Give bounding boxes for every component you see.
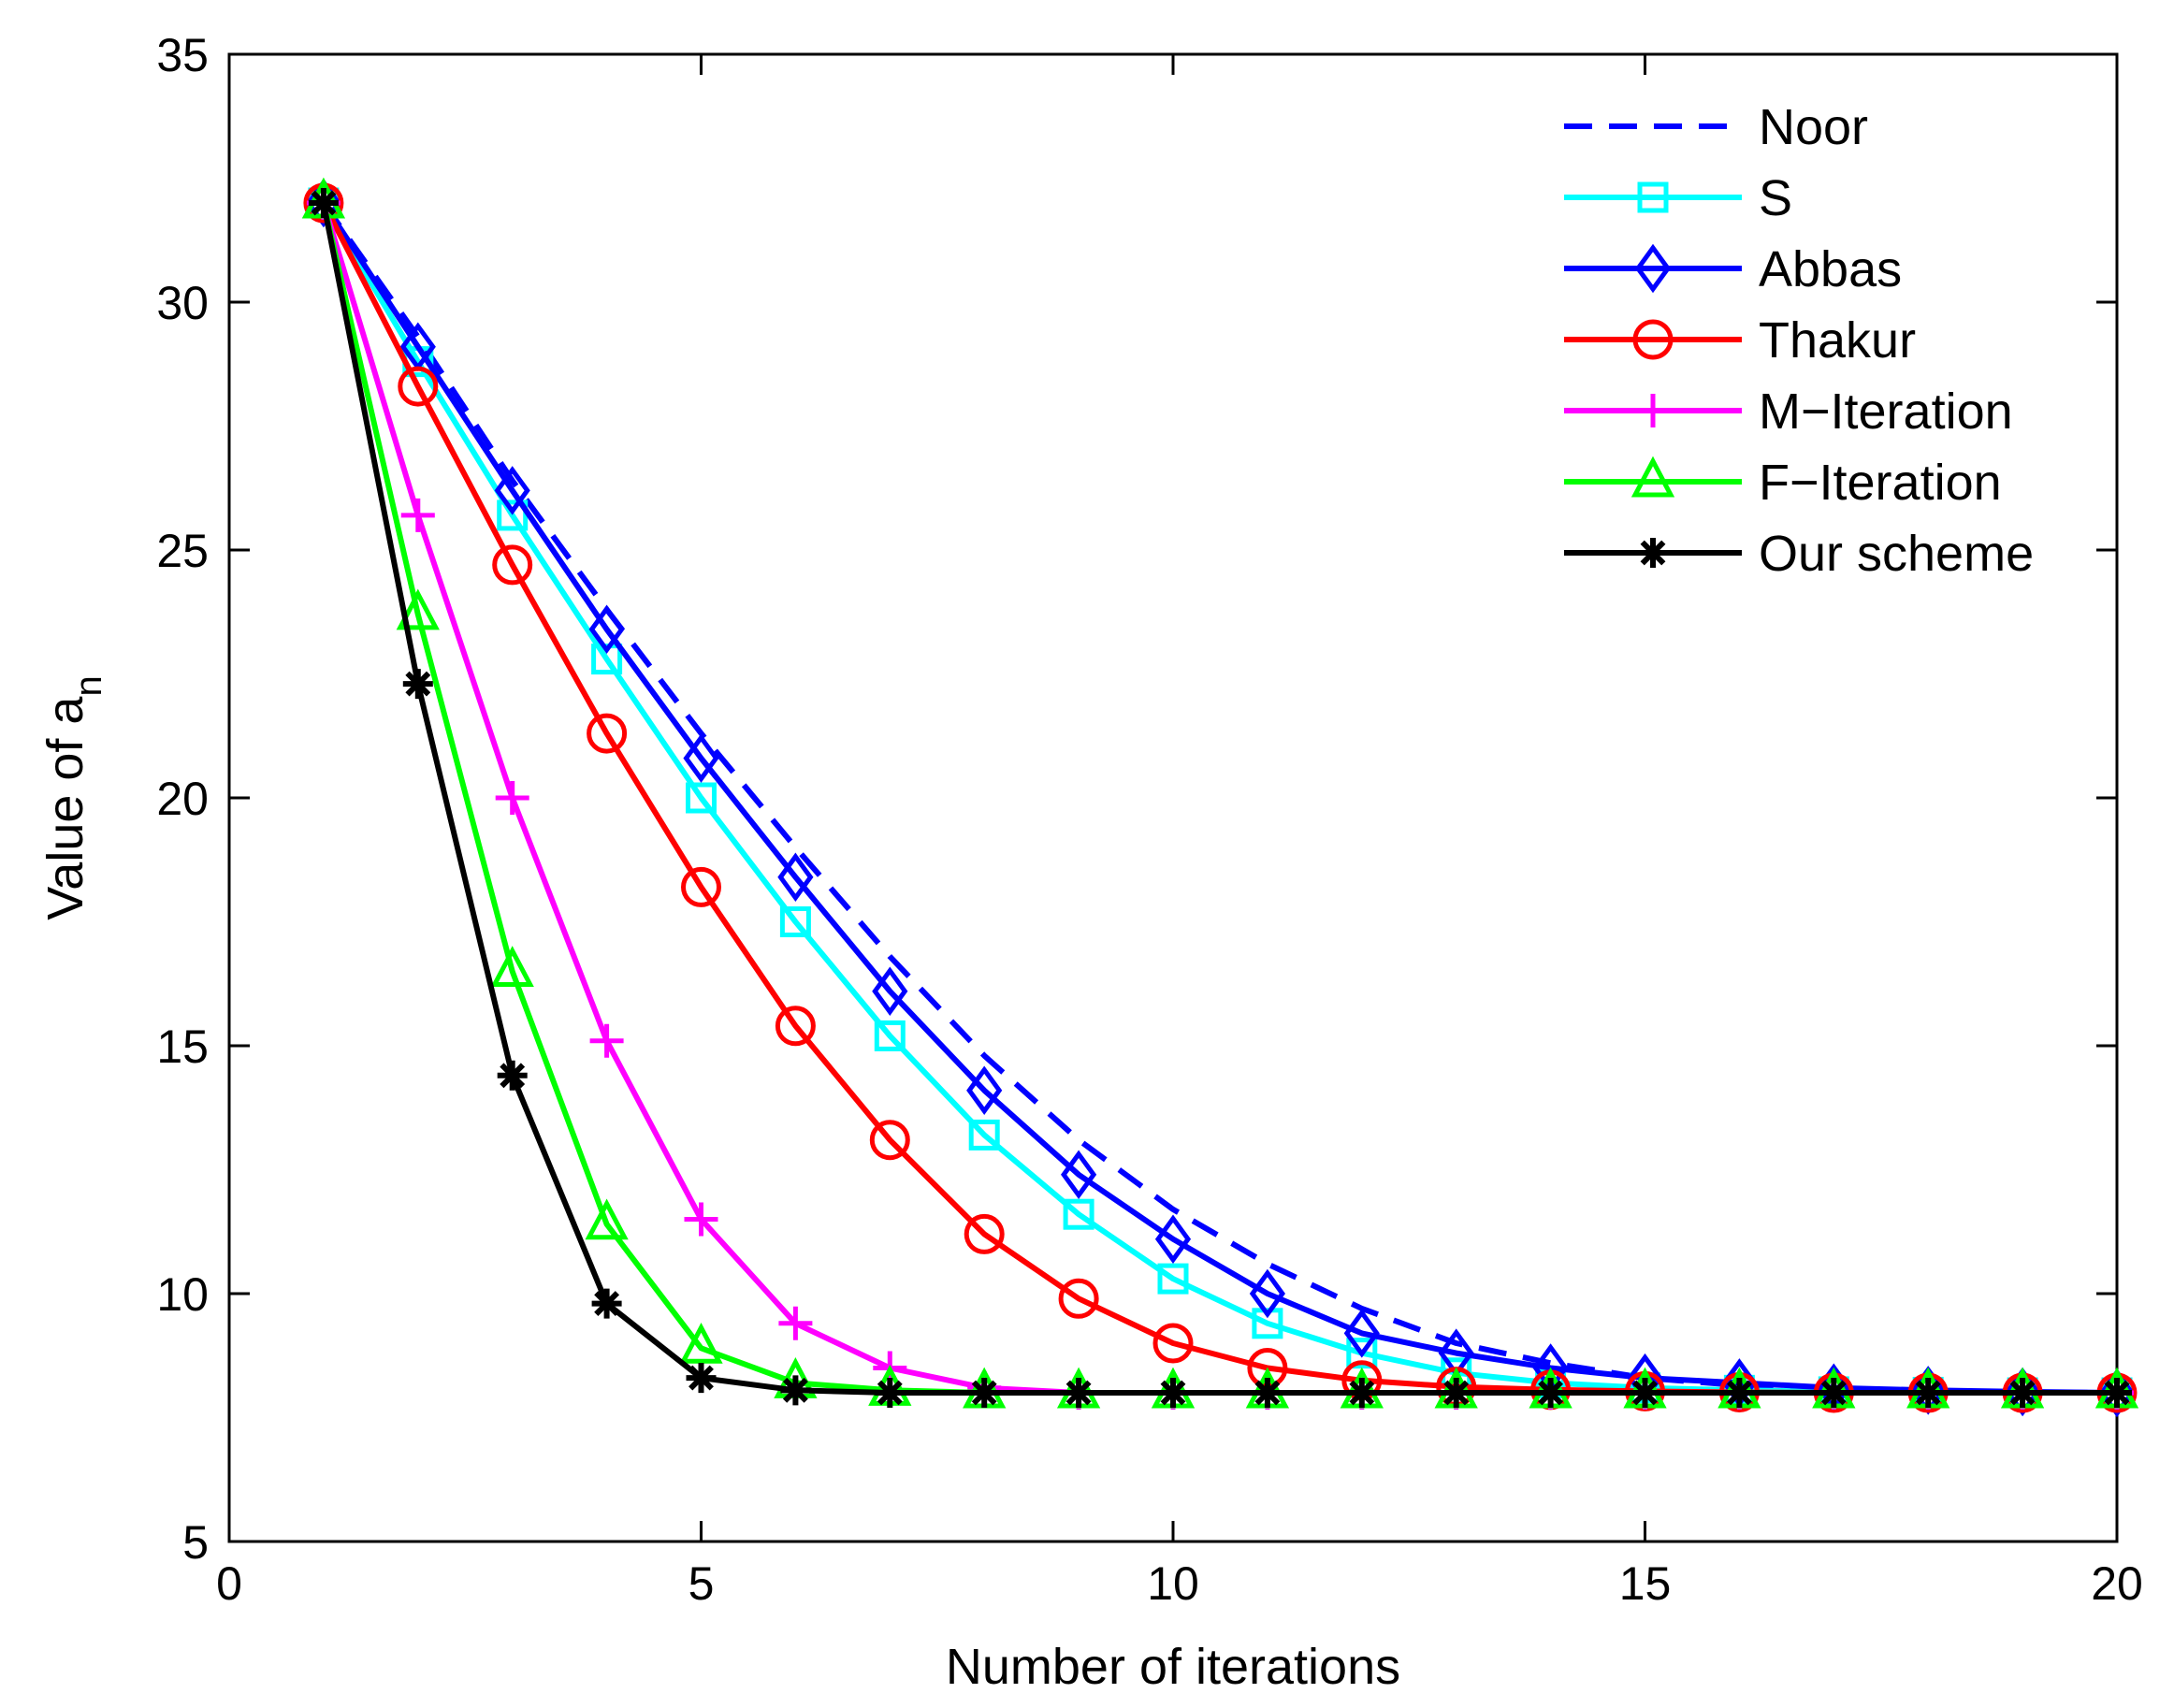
x-tick-label: 15 xyxy=(1619,1557,1672,1610)
data-point xyxy=(494,466,530,515)
data-point xyxy=(968,1119,1000,1151)
data-point xyxy=(589,1023,624,1058)
data-point xyxy=(780,1375,811,1406)
data-point xyxy=(1630,456,1675,498)
legend-entry: Noor xyxy=(1564,99,1868,155)
data-point xyxy=(775,1006,816,1047)
legend-entry: M−Iteration xyxy=(1564,384,2013,440)
legend-label: S xyxy=(1759,170,1792,226)
data-point xyxy=(587,713,628,754)
data-point xyxy=(686,1363,717,1394)
data-point xyxy=(495,781,529,815)
data-point xyxy=(1064,1378,1094,1408)
data-point xyxy=(1252,1378,1283,1408)
data-point xyxy=(308,188,339,218)
data-point xyxy=(1632,319,1674,360)
data-point xyxy=(964,1213,1005,1254)
data-point xyxy=(1158,1378,1188,1408)
data-point xyxy=(1441,1378,1471,1408)
data-point xyxy=(400,498,435,532)
data-point xyxy=(402,669,433,700)
x-tick-label: 5 xyxy=(688,1557,715,1610)
data-point xyxy=(1152,1323,1194,1364)
legend-label: Abbas xyxy=(1759,241,1902,297)
data-point xyxy=(777,852,814,903)
data-point xyxy=(585,1198,629,1240)
data-point xyxy=(679,1322,723,1364)
x-tick-label: 0 xyxy=(216,1557,242,1610)
data-point xyxy=(1634,243,1672,294)
data-point xyxy=(1061,1150,1097,1200)
legend-label: M−Iteration xyxy=(1759,384,2013,440)
data-point xyxy=(1249,1268,1285,1319)
data-point xyxy=(1154,1214,1192,1264)
data-point xyxy=(686,782,717,814)
data-point xyxy=(396,588,440,630)
legend-label: F−Iteration xyxy=(1759,455,2002,511)
y-axis-label: Value of an xyxy=(37,675,109,919)
data-point xyxy=(683,733,719,783)
y-tick-label: 10 xyxy=(156,1268,209,1321)
data-point xyxy=(2007,1378,2038,1408)
data-point xyxy=(2102,1378,2132,1408)
legend-entry: Thakur xyxy=(1564,312,1916,369)
data-point xyxy=(1637,181,1669,213)
y-axis-label-main: Value of a xyxy=(37,696,94,920)
legend: Noor S Abbas Thakur M−Iteration F−Iteration Ou… xyxy=(1564,99,2034,582)
y-tick-label: 35 xyxy=(156,29,209,81)
data-point xyxy=(969,1378,1000,1408)
legend-label: Noor xyxy=(1759,99,1868,155)
data-point xyxy=(778,1306,813,1340)
legend-entry: S xyxy=(1564,170,1792,226)
data-point xyxy=(1535,1378,1566,1408)
data-point xyxy=(1063,1198,1094,1230)
series-our-scheme xyxy=(308,188,2132,1408)
data-point xyxy=(1058,1278,1099,1319)
data-point xyxy=(684,1202,718,1237)
x-tick-label: 20 xyxy=(2091,1557,2143,1610)
data-point xyxy=(490,946,534,987)
data-point xyxy=(1346,1338,1378,1369)
data-point xyxy=(872,966,908,1016)
data-point xyxy=(492,544,533,586)
data-point xyxy=(875,1378,906,1408)
legend-entry: Abbas xyxy=(1564,241,1902,297)
y-tick-label: 5 xyxy=(182,1516,209,1569)
data-point xyxy=(1346,1378,1377,1408)
data-point xyxy=(1913,1378,1944,1408)
y-tick-label: 25 xyxy=(156,525,209,577)
legend-label: Our scheme xyxy=(1759,526,2034,582)
data-point xyxy=(398,366,439,407)
data-point xyxy=(591,1288,622,1319)
data-point xyxy=(1630,1378,1660,1408)
data-point xyxy=(1819,1378,1849,1408)
data-point xyxy=(779,906,811,937)
y-tick-label: 15 xyxy=(156,1020,209,1073)
data-point xyxy=(1638,538,1668,568)
legend-label: Thakur xyxy=(1759,312,1916,369)
series-line xyxy=(320,202,2117,1396)
data-point xyxy=(497,1060,528,1091)
data-point xyxy=(588,604,625,655)
y-tick-label: 20 xyxy=(156,773,209,825)
data-point xyxy=(497,499,529,531)
data-point xyxy=(874,1020,906,1051)
data-point xyxy=(1724,1378,1755,1408)
data-point xyxy=(1343,1309,1380,1358)
y-tick-label: 30 xyxy=(156,277,209,329)
x-axis-label: Number of iterations xyxy=(946,1639,1400,1695)
data-point xyxy=(869,1120,910,1161)
legend-entry: F−Iteration xyxy=(1564,455,2002,511)
data-point xyxy=(1157,1263,1189,1295)
data-point xyxy=(966,1065,1003,1115)
x-tick-label: 10 xyxy=(1147,1557,1199,1610)
data-point xyxy=(1636,394,1670,427)
y-axis-label-subscript: n xyxy=(68,675,109,696)
series-layer xyxy=(301,177,2139,1418)
legend-entry: Our scheme xyxy=(1564,526,2034,582)
data-point xyxy=(681,866,721,907)
